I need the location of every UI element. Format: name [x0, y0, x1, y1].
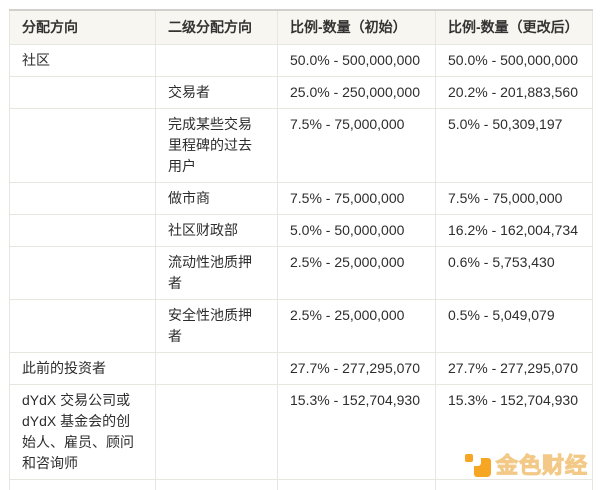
table-cell: 25.0% - 250,000,000: [277, 76, 436, 109]
table-cell: 5.0% - 50,000,000: [277, 214, 436, 247]
table-cell: dYdX 交易公司或 dYdX 基金会的创始人、雇员、顾问和咨询师: [9, 384, 156, 480]
table-cell: [155, 44, 278, 77]
column-header-allocation-direction: 分配方向: [9, 9, 156, 45]
table-cell: 2.5% - 25,000,000: [277, 299, 436, 353]
table-cell: 交易者: [155, 76, 278, 109]
table-cell: 15.3% - 152,704,930: [435, 384, 593, 480]
table-cell: 50.0% - 500,000,000: [277, 44, 436, 77]
allocation-table: 分配方向 二级分配方向 比例-数量（初始） 比例-数量（更改后） 社区 50.0%…: [9, 9, 593, 490]
table-row: dYdX 交易公司或 dYdX 基金会的创始人、雇员、顾问和咨询师 15.3% -…: [9, 384, 593, 480]
table-cell: 2.5% - 25,000,000: [277, 246, 436, 300]
table-cell: [9, 214, 156, 247]
watermark-text: 金色财经: [495, 453, 588, 479]
table-cell: 7.5% - 75,000,000: [435, 182, 593, 215]
table-cell: [155, 479, 278, 490]
header-row: 分配方向 二级分配方向 比例-数量（初始） 比例-数量（更改后）: [9, 9, 593, 45]
table-cell: 27.7% - 277,295,070: [435, 352, 593, 385]
table-row: 安全性池质押者 2.5% - 25,000,000 0.5% - 5,049,079: [9, 299, 593, 353]
table-cell: [9, 108, 156, 183]
table-cell: 7.5% - 75,000,000: [277, 108, 436, 183]
column-header-ratio-changed: 比例-数量（更改后）: [435, 9, 593, 45]
table-row: 完成某些交易里程碑的过去用户 7.5% - 75,000,000 5.0% - 50…: [9, 108, 593, 183]
table-cell: 社区财政部: [155, 214, 278, 247]
table-cell: [155, 384, 278, 480]
table-cell: 完成某些交易里程碑的过去用户: [155, 108, 278, 183]
table-cell: dYdX Trading Inc.或 dYdX 基金会的未来雇员和顾问: [9, 479, 156, 490]
jinse-finance-logo-icon: [464, 451, 491, 477]
table-cell: 社区: [9, 44, 156, 77]
table-cell: 7.5% - 75,000,000: [277, 182, 436, 215]
table-cell: 7.0% - 70,000,000: [435, 479, 593, 490]
table-cell: 0.6% - 5,753,430: [435, 246, 593, 300]
logo-square: [473, 458, 491, 477]
table-cell: 20.2% - 201,883,560: [435, 76, 593, 109]
table-cell: 流动性池质押者: [155, 246, 278, 300]
table-cell: 5.0% - 50,309,197: [435, 108, 593, 183]
table-cell: 安全性池质押者: [155, 299, 278, 353]
table-row: 社区 50.0% - 500,000,000 50.0% - 500,000,000: [9, 44, 593, 77]
table-row: 做市商 7.5% - 75,000,000 7.5% - 75,000,000: [9, 182, 593, 215]
table-row: dYdX Trading Inc.或 dYdX 基金会的未来雇员和顾问 7.0% …: [9, 479, 593, 490]
table-cell: [155, 352, 278, 385]
column-header-ratio-initial: 比例-数量（初始）: [277, 9, 436, 45]
table-cell: 此前的投资者: [9, 352, 156, 385]
table-row: 社区财政部 5.0% - 50,000,000 16.2% - 162,004,73…: [9, 214, 593, 247]
table-cell: [9, 299, 156, 353]
table-body: 社区 50.0% - 500,000,000 50.0% - 500,000,000…: [9, 44, 593, 490]
watermark: 金色财经: [464, 448, 588, 480]
table-cell: 7.0% - 70,000,000: [277, 479, 436, 490]
table-cell: 16.2% - 162,004,734: [435, 214, 593, 247]
logo-dot: [464, 454, 473, 462]
table-cell: 做市商: [155, 182, 278, 215]
column-header-secondary-direction: 二级分配方向: [155, 9, 278, 45]
table-row: 交易者 25.0% - 250,000,000 20.2% - 201,883,56…: [9, 76, 593, 109]
table-cell: 0.5% - 5,049,079: [435, 299, 593, 353]
table-cell: [9, 182, 156, 215]
table-cell: 15.3% - 152,704,930: [277, 384, 436, 480]
table-row: 流动性池质押者 2.5% - 25,000,000 0.6% - 5,753,430: [9, 246, 593, 300]
table-cell: [9, 246, 156, 300]
table-cell: 27.7% - 277,295,070: [277, 352, 436, 385]
table-cell: [9, 76, 156, 109]
table-cell: 50.0% - 500,000,000: [435, 44, 593, 77]
table-row: 此前的投资者 27.7% - 277,295,070 27.7% - 277,295…: [9, 352, 593, 385]
